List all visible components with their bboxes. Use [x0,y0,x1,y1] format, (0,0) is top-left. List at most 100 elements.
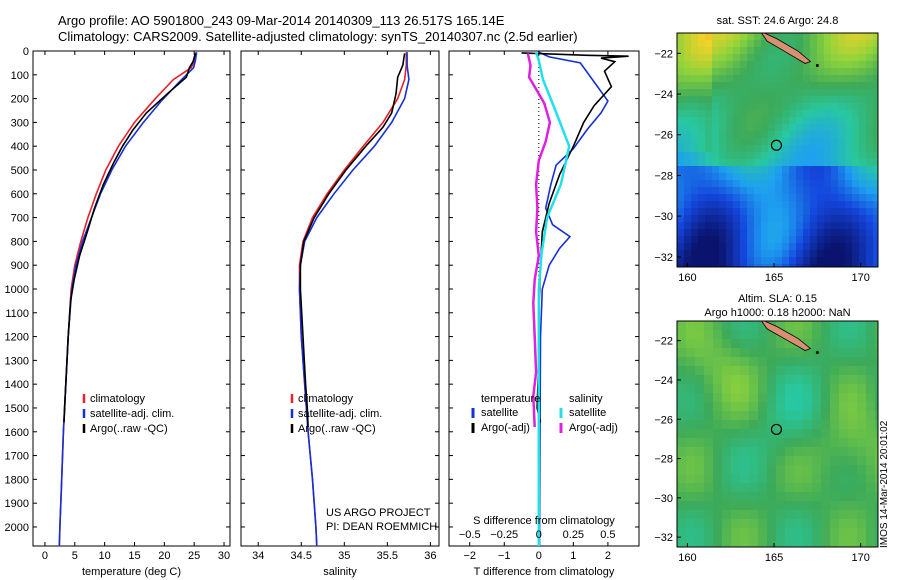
map-cell [785,366,795,376]
map-cell [796,187,804,195]
map-cell [686,465,696,475]
map-cell [859,215,867,223]
map-cell [712,145,720,153]
map-cell [722,474,732,484]
series-line-temperature-satellite [538,51,609,546]
profile-title: Argo profile: AO 5901800_243 09-Mar-2014… [58,13,505,28]
map-cell [754,47,762,55]
map-cell [733,131,741,139]
map-cell [859,89,867,97]
map-cell [848,483,858,493]
map-cell [698,124,706,132]
map-cell [859,82,867,90]
map-cell [754,61,762,69]
map-cell [768,166,776,174]
map-cell [852,33,860,41]
map-cell [859,124,867,132]
map-cell [731,348,741,358]
y-tick-label: 1400 [5,379,29,391]
map-cell [810,159,818,167]
map-cell [754,222,762,230]
map-cell [831,243,839,251]
map-cell [838,236,846,244]
map-cell [747,117,755,125]
map-cell [838,222,846,230]
x-tick-label: 34.5 [291,550,312,562]
map-cell [677,250,685,258]
map-frame [676,32,879,268]
map-cell [796,61,804,69]
map-cell [852,75,860,83]
map-cell [875,519,878,529]
imos-timestamp: IMOS 14-Mar-2014 20:01:02 [879,420,890,548]
map-cell [691,236,699,244]
map-cell [767,393,777,403]
map-cell [812,384,822,394]
map-cell [722,321,732,331]
map-cell [789,215,797,223]
map-cell [726,159,734,167]
map-cell [852,236,860,244]
map-cell [873,89,878,97]
map-cell [726,215,734,223]
map-cell [817,82,825,90]
map-cell [857,330,867,340]
map-cell [775,236,783,244]
map-cell [796,131,804,139]
map-cell [747,33,755,41]
map-cell [722,483,732,493]
map-cell [761,187,769,195]
map-cell [775,103,783,111]
map-cell [740,236,748,244]
map-cell [824,180,832,188]
map-cell [857,321,867,331]
map-cell [747,166,755,174]
map-cell [761,82,769,90]
map-cell [775,54,783,62]
map-cell [677,501,687,511]
map-cell [821,438,831,448]
map-cell [684,54,692,62]
map-cell [749,393,759,403]
map-cell [866,96,874,104]
map-cell [691,243,699,251]
map-cell [768,208,776,216]
map-cell [747,89,755,97]
map-cell [812,357,822,367]
map-cell [785,321,795,331]
map-cell [845,187,853,195]
map-cell [691,68,699,76]
map-cell [875,348,878,358]
map-cell [810,257,818,265]
map-cell [775,117,783,125]
map-cell [719,187,727,195]
map-cell [677,465,687,475]
map-cell [821,366,831,376]
map-cell [873,103,878,111]
map-cell [776,510,786,520]
map-cell [754,33,762,41]
map-cell [761,131,769,139]
map-cell [698,40,706,48]
map-cell [782,173,790,181]
map-cell [845,110,853,118]
map-cell [749,447,759,457]
map-cell [747,61,755,69]
map-cell [677,33,685,41]
map-cell [859,194,867,202]
map-cell [705,236,713,244]
map-cell [698,215,706,223]
map-cell [761,215,769,223]
map-cell [749,492,759,502]
map-cell [789,75,797,83]
map-cell [698,96,706,104]
map-cell [838,103,846,111]
legend-label: satellite-adj. clim. [90,408,174,420]
map-cell [686,501,696,511]
map-cell [803,257,811,265]
map-cell [722,339,732,349]
map-cell [845,40,853,48]
map-cell [803,215,811,223]
map-cell [713,510,723,520]
map-cell [747,82,755,90]
